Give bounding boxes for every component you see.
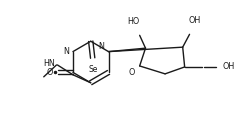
Text: OH: OH (188, 16, 201, 25)
Text: HN: HN (43, 60, 55, 68)
Text: OH: OH (223, 62, 235, 71)
Text: N: N (63, 47, 69, 56)
Text: HO: HO (128, 17, 140, 26)
Text: O: O (128, 68, 135, 77)
Text: Se: Se (89, 65, 98, 74)
Text: N: N (99, 42, 104, 51)
Text: O: O (47, 68, 53, 77)
